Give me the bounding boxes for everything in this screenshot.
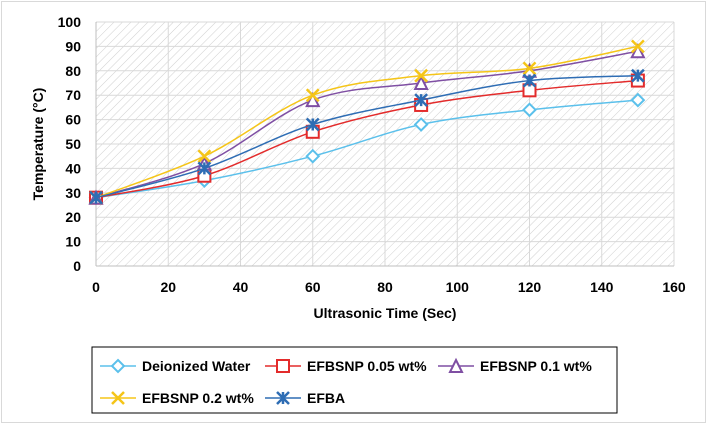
data-point (305, 117, 320, 132)
legend-label: Deionized Water (142, 358, 251, 374)
y-tick-label: 90 (65, 38, 81, 54)
legend-marker (276, 391, 290, 405)
x-tick-label: 80 (377, 279, 393, 295)
legend-marker (276, 359, 290, 373)
axes (95, 22, 674, 267)
tick-labels: 0 10 20 30 40 50 60 70 80 90 100 0 20 40 60 80 100 120 140… (58, 14, 686, 295)
series-layer (88, 39, 646, 206)
data-point (522, 73, 537, 88)
y-tick-label: 20 (65, 209, 81, 225)
x-tick-label: 120 (518, 279, 542, 295)
data-point (305, 88, 320, 103)
legend-item: EFBSNP 0.1 wt% (438, 357, 592, 374)
data-point (414, 93, 429, 107)
data-point (413, 74, 429, 90)
y-axis-title: Temperature (°C) (30, 88, 46, 201)
data-point (305, 148, 321, 164)
x-tick-label: 100 (446, 279, 470, 295)
data-point (89, 190, 103, 205)
series-line (95, 45, 639, 199)
legend-marker (110, 358, 126, 374)
data-point (522, 102, 537, 118)
legend-item: EFBSNP 0.05 wt% (265, 358, 427, 374)
legend-marker (448, 357, 464, 373)
legend-label: EFBSNP 0.2 wt% (142, 390, 254, 406)
data-point (305, 91, 321, 108)
y-tick-label: 10 (65, 234, 81, 250)
series-line (95, 74, 638, 199)
x-tick-label: 140 (590, 279, 614, 295)
legend-item: Deionized Water (100, 358, 251, 374)
data-point (630, 68, 645, 83)
series-5 (89, 68, 645, 205)
series-line (95, 50, 639, 199)
legend-label: EFBSNP 0.05 wt% (307, 358, 427, 374)
y-tick-label: 50 (65, 136, 81, 152)
legend: Deionized Water EFBSNP 0.05 wt% EFBSNP 0.1… (91, 346, 618, 414)
gridlines (96, 21, 675, 266)
data-point (522, 61, 537, 76)
data-point (630, 43, 646, 59)
legend-label: EFBSNP 0.1 wt% (480, 358, 592, 374)
data-point (197, 149, 212, 164)
x-tick-label: 20 (160, 279, 176, 295)
y-tick-label: 0 (73, 258, 81, 274)
legend-marker (111, 391, 125, 405)
data-point (630, 92, 646, 108)
x-tick-label: 40 (233, 279, 249, 295)
y-tick-label: 80 (65, 63, 81, 79)
y-tick-label: 60 (65, 112, 81, 128)
legend-item: EFBA (265, 390, 345, 406)
legend-item: EFBSNP 0.2 wt% (100, 390, 254, 406)
y-tick-label: 40 (65, 160, 81, 176)
data-point (414, 68, 429, 83)
series-line (95, 79, 638, 199)
x-tick-label: 0 (92, 279, 100, 295)
legend-label: EFBA (307, 390, 345, 406)
legend-box (91, 346, 618, 414)
data-point (630, 39, 645, 54)
x-tick-label: 160 (662, 279, 686, 295)
y-tick-label: 70 (65, 87, 81, 103)
x-axis-title: Ultrasonic Time (Sec) (314, 305, 457, 321)
y-tick-label: 30 (65, 185, 81, 201)
y-tick-label: 100 (58, 14, 82, 30)
data-point (413, 117, 429, 132)
x-tick-label: 60 (305, 279, 321, 295)
data-point (197, 161, 212, 176)
series-line (95, 99, 638, 199)
